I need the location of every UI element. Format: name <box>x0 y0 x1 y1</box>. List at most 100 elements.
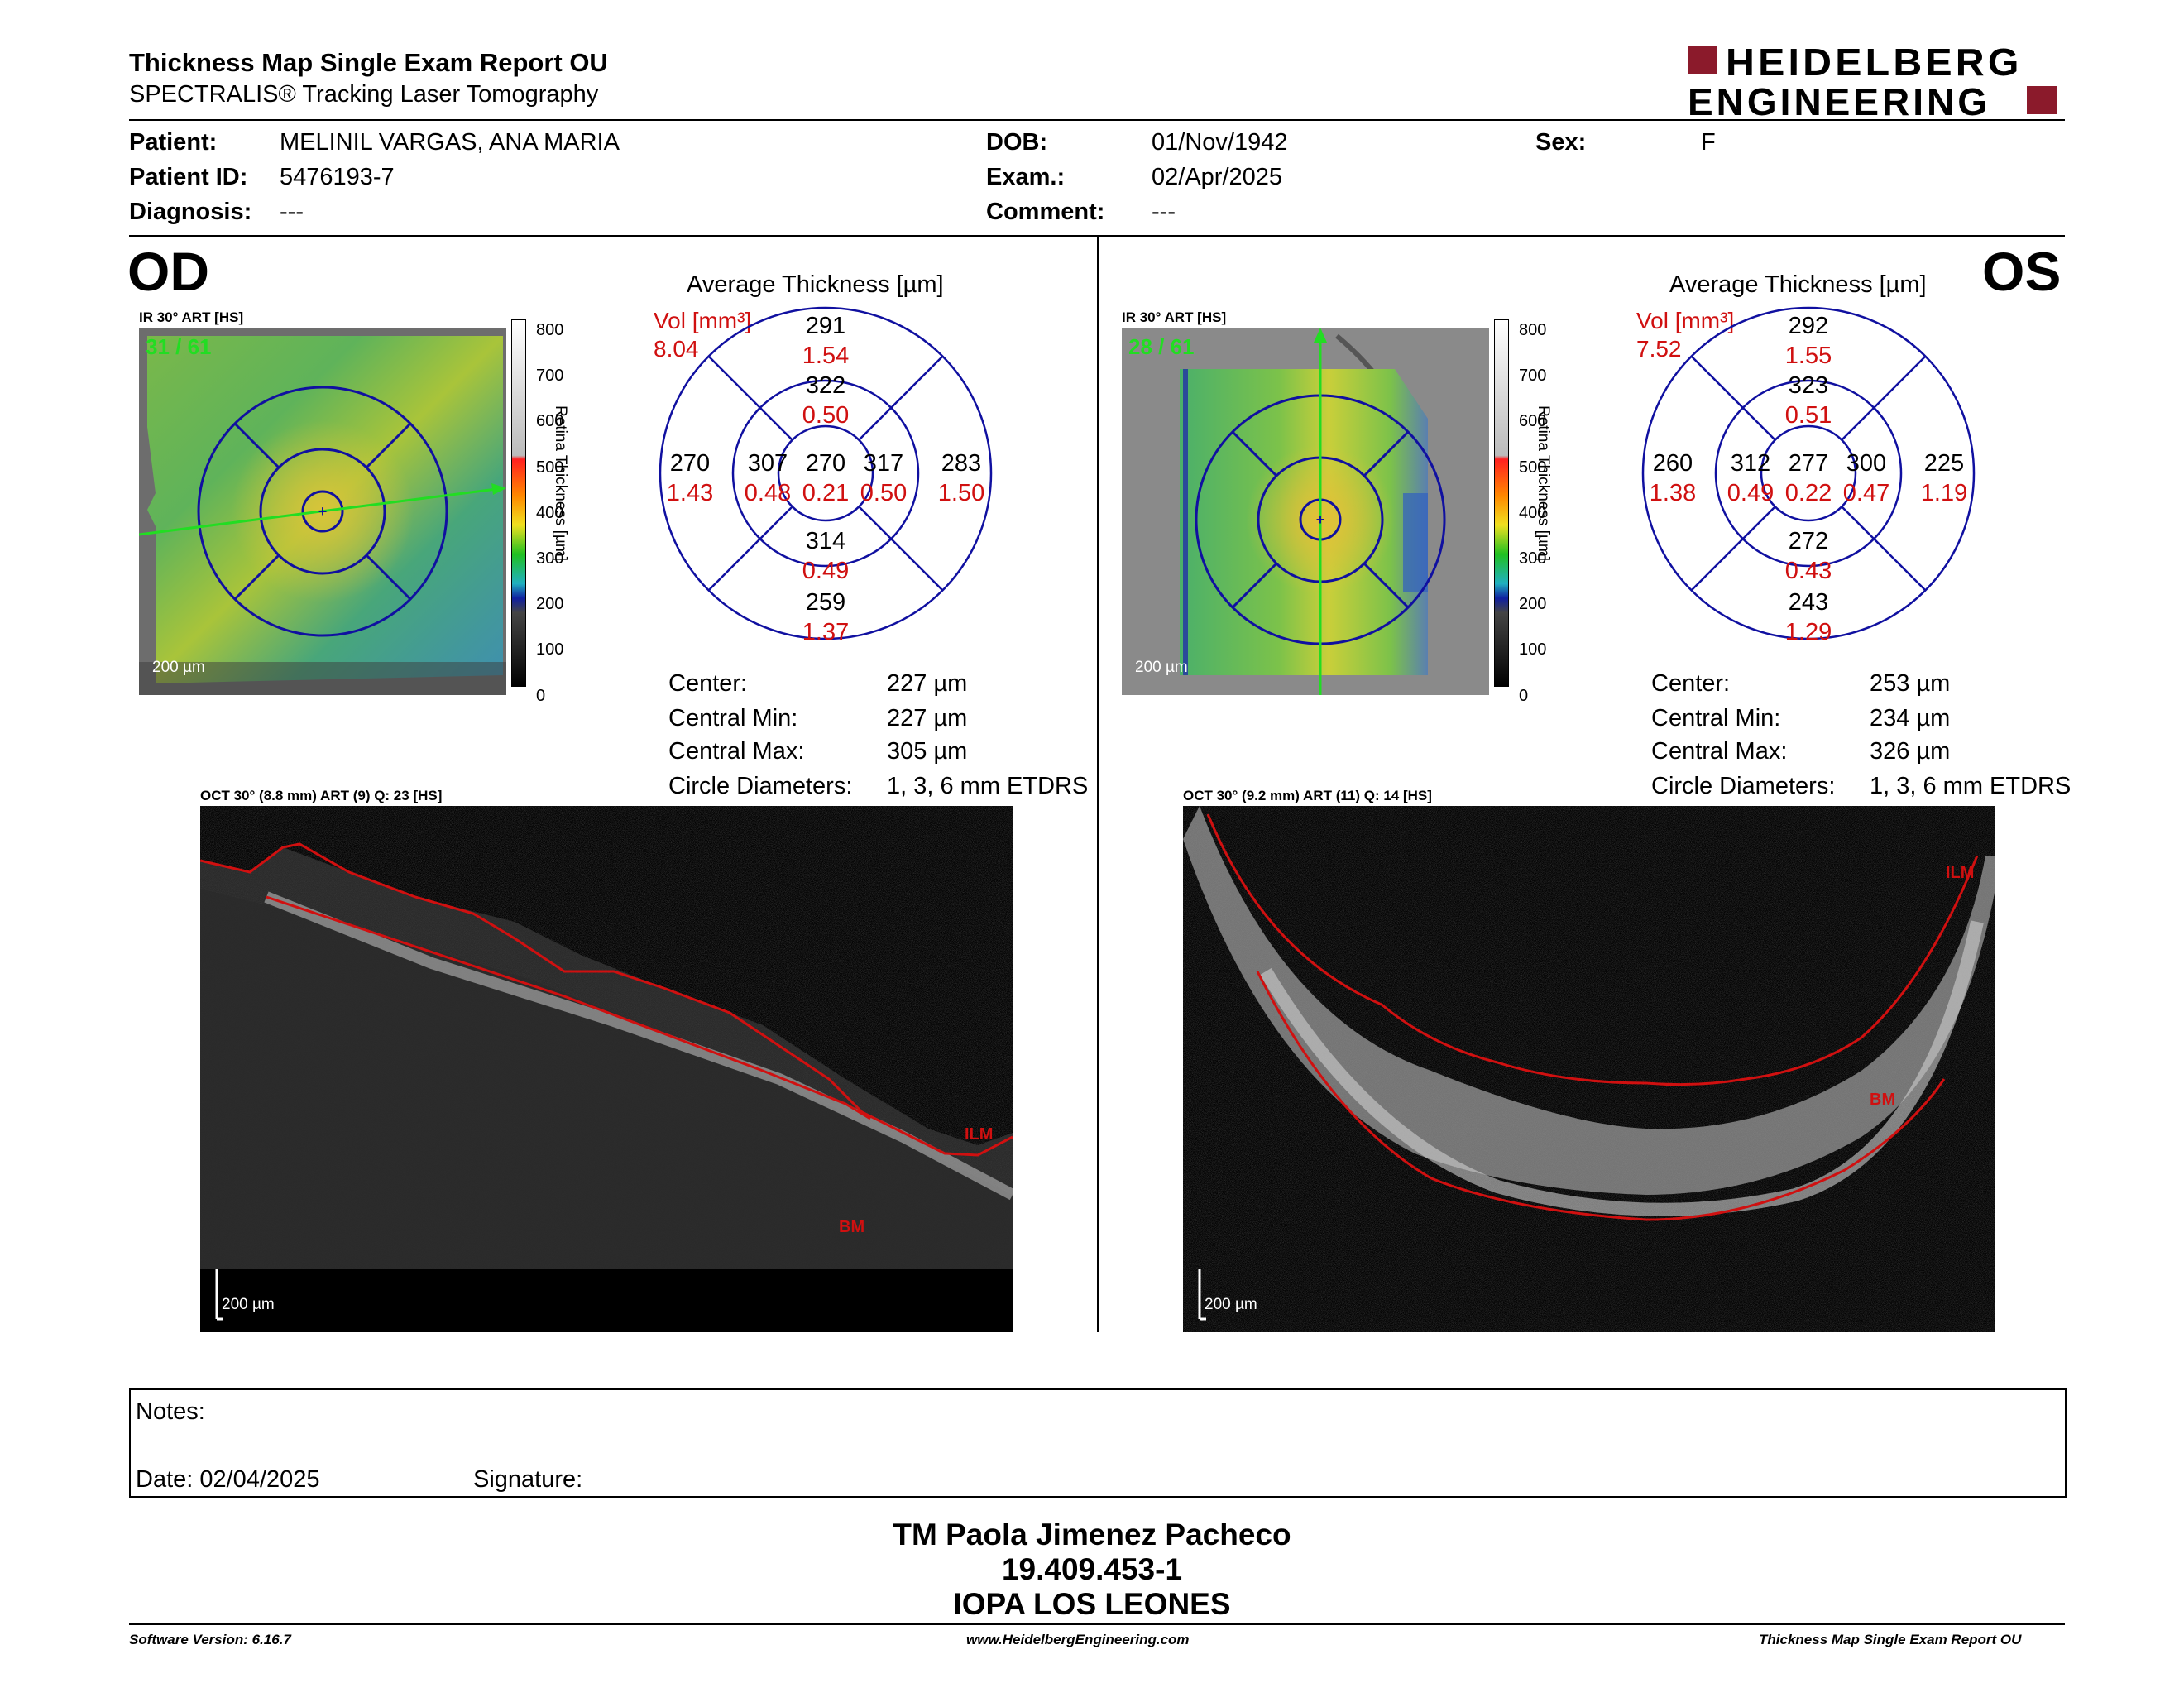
logo-word-engineering: ENGINEERING <box>1688 80 1991 123</box>
logo-square-bottom <box>2027 86 2057 114</box>
patient-name: MELINIL VARGAS, ANA MARIA <box>280 129 620 156</box>
od-bm-label: BM <box>839 1218 865 1236</box>
od-colorbar-ticks: 800 700 600 500 400 300 200 100 0 <box>536 308 563 719</box>
signer-org: IOPA LOS LEONES <box>953 1587 1231 1621</box>
od-outer-sup-t: 291 <box>805 313 846 339</box>
od-inner-temp-t: 307 <box>747 450 788 477</box>
os-colorbar <box>1494 319 1509 687</box>
od-central-min-label: Central Min: <box>668 705 798 731</box>
os-tick-0: 0 <box>1519 686 1529 705</box>
os-oct-bscan <box>1183 806 1995 1332</box>
patient-id-label: Patient ID: <box>129 164 248 190</box>
od-outer-temp-t: 270 <box>669 450 711 477</box>
od-frame-counter: 31 / 61 <box>146 334 212 359</box>
exam-label: Exam.: <box>986 164 1066 190</box>
od-outer-temp-v: 1.43 <box>666 480 714 506</box>
od-tick-500: 500 <box>536 458 564 477</box>
os-inner-nasal-t: 312 <box>1730 450 1771 477</box>
os-colorbar-ticks: 800 700 600 500 400 300 200 100 0 <box>1519 308 1546 719</box>
od-outer-inf-t: 259 <box>805 589 846 616</box>
notes-date: Date: 02/04/2025 <box>136 1466 320 1493</box>
os-central-max-value: 326 µm <box>1870 738 1951 765</box>
od-outer-sup-v: 1.54 <box>802 343 850 369</box>
footer-website[interactable]: www.HeidelbergEngineering.com <box>966 1632 1190 1647</box>
os-grid-values: 292 1.55 323 0.51 277 0.22 312 0.49 300 … <box>1641 306 1976 645</box>
os-eye-label: OS <box>1982 241 2062 302</box>
od-ir-label: IR 30° ART [HS] <box>139 309 244 325</box>
os-tick-400: 400 <box>1519 503 1547 522</box>
exam-value: 02/Apr/2025 <box>1152 164 1283 190</box>
od-tick-800: 800 <box>536 321 564 339</box>
os-outer-sup-v: 1.55 <box>1784 343 1832 369</box>
od-oct-bscan <box>200 806 1013 1332</box>
sex-value: F <box>1701 129 1716 156</box>
report-title: Thickness Map Single Exam Report OU <box>129 48 608 77</box>
od-outer-nasal-v: 1.50 <box>937 480 985 506</box>
os-vol-value: 7.52 <box>1636 336 1682 362</box>
notes-label: Notes: <box>136 1398 205 1425</box>
logo-word-heidelberg: HEIDELBERG <box>1726 41 2023 84</box>
os-frame-counter: 28 / 61 <box>1128 334 1195 359</box>
dob-label: DOB: <box>986 129 1048 156</box>
od-inner-inf-v: 0.49 <box>802 558 850 584</box>
od-ilm-label: ILM <box>965 1125 994 1144</box>
patient-id: 5476193-7 <box>280 164 395 190</box>
os-tick-200: 200 <box>1519 595 1547 614</box>
os-bm-label: BM <box>1870 1091 1896 1109</box>
os-ir-label: IR 30° ART [HS] <box>1122 309 1227 325</box>
footer-software: Software Version: 6.16.7 <box>129 1632 291 1647</box>
footer-rule <box>129 1623 2065 1625</box>
os-inner-nasal-v: 0.49 <box>1727 480 1774 506</box>
notes-box[interactable] <box>129 1388 2067 1498</box>
os-center-value: 253 µm <box>1870 670 1951 697</box>
os-center-t: 277 <box>1788 450 1829 477</box>
od-inner-nasal-v: 0.50 <box>860 480 908 506</box>
signer-name: TM Paola Jimenez Pacheco <box>893 1518 1291 1551</box>
os-central-min-value: 234 µm <box>1870 705 1951 731</box>
os-outer-temp-t: 225 <box>1923 450 1965 477</box>
os-inner-inf-v: 0.43 <box>1784 558 1832 584</box>
os-tick-700: 700 <box>1519 367 1547 386</box>
comment-label: Comment: <box>986 199 1105 225</box>
od-inner-temp-v: 0.48 <box>744 480 792 506</box>
os-tick-600: 600 <box>1519 412 1547 431</box>
os-tick-500: 500 <box>1519 458 1547 477</box>
od-center-t: 270 <box>805 450 846 477</box>
od-vol-label: Vol [mm³] <box>654 308 752 333</box>
os-avg-title: Average Thickness [µm] <box>1669 271 1927 298</box>
od-circle-label: Circle Diameters: <box>668 773 853 799</box>
od-eye-label: OD <box>127 241 209 302</box>
od-oct-label: OCT 30° (8.8 mm) ART (9) Q: 23 [HS] <box>200 788 443 803</box>
od-avg-title: Average Thickness [µm] <box>687 271 944 298</box>
signer-id: 19.409.453-1 <box>1001 1552 1183 1586</box>
os-inner-temp-v: 0.47 <box>1842 480 1890 506</box>
od-colorbar-title: Retina Thickness [µm] <box>552 405 569 561</box>
os-circle-value: 1, 3, 6 mm ETDRS <box>1870 773 2071 799</box>
os-inner-inf-t: 272 <box>1788 528 1829 554</box>
od-central-min-value: 227 µm <box>887 705 968 731</box>
os-ir-scale: 200 µm <box>1135 659 1188 676</box>
os-outer-sup-t: 292 <box>1788 313 1829 339</box>
os-tick-300: 300 <box>1519 549 1547 568</box>
od-tick-400: 400 <box>536 503 564 522</box>
os-outer-temp-v: 1.19 <box>1920 480 1968 506</box>
od-inner-sup-t: 322 <box>805 372 846 399</box>
heidelberg-logo: HEIDELBERG ENGINEERING <box>1688 41 2068 123</box>
os-oct-scale: 200 µm <box>1205 1296 1257 1313</box>
od-tick-300: 300 <box>536 549 564 568</box>
footer-report-name: Thickness Map Single Exam Report OU <box>1759 1632 2022 1647</box>
od-outer-inf-v: 1.37 <box>802 619 850 645</box>
report-subtitle: SPECTRALIS® Tracking Laser Tomography <box>129 81 599 108</box>
od-fundus-map: + <box>139 328 506 695</box>
os-oct-label: OCT 30° (9.2 mm) ART (11) Q: 14 [HS] <box>1183 788 1432 803</box>
od-inner-sup-v: 0.50 <box>802 402 850 429</box>
sex-label: Sex: <box>1535 129 1587 156</box>
os-center-label: Center: <box>1651 670 1731 697</box>
os-inner-sup-v: 0.51 <box>1784 402 1832 429</box>
od-center-v: 0.21 <box>802 480 850 506</box>
patient-label: Patient: <box>129 129 218 156</box>
diagnosis-label: Diagnosis: <box>129 199 252 225</box>
od-outer-nasal-t: 283 <box>941 450 982 477</box>
od-inner-nasal-t: 317 <box>863 450 904 477</box>
os-center-v: 0.22 <box>1784 480 1832 506</box>
